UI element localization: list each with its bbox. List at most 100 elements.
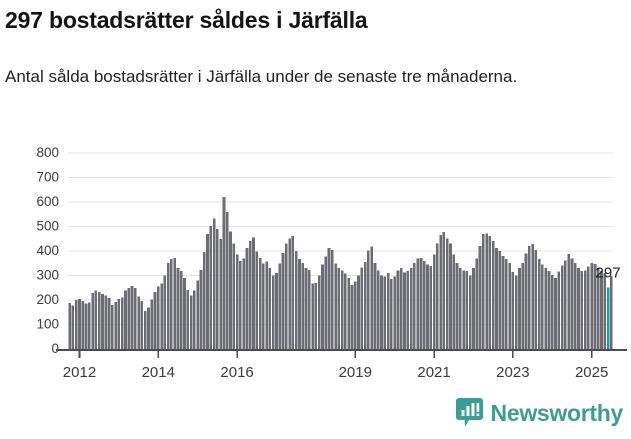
newsworthy-logo[interactable]: Newsworthy [455, 398, 623, 428]
bar[interactable] [111, 304, 114, 349]
bar[interactable] [288, 238, 291, 349]
bar[interactable] [416, 258, 419, 349]
bar[interactable] [393, 276, 396, 349]
bar[interactable] [573, 262, 577, 349]
bar[interactable] [314, 282, 318, 349]
bar[interactable] [68, 302, 71, 349]
bar[interactable] [304, 268, 308, 349]
bar[interactable] [156, 286, 160, 349]
bar[interactable] [432, 254, 436, 349]
bar[interactable] [452, 254, 456, 349]
bar[interactable] [173, 257, 177, 349]
bar[interactable] [587, 266, 590, 349]
bar[interactable] [324, 256, 328, 349]
bar[interactable] [445, 238, 449, 349]
bar[interactable] [593, 264, 597, 349]
bar[interactable] [422, 260, 426, 349]
bar[interactable] [488, 235, 492, 349]
bar[interactable] [262, 263, 265, 349]
bar[interactable] [78, 298, 81, 349]
bar[interactable] [373, 262, 377, 349]
bar[interactable] [199, 270, 203, 349]
bar[interactable] [170, 258, 173, 349]
bar[interactable] [370, 246, 374, 349]
bar[interactable] [229, 231, 232, 349]
bar[interactable] [442, 231, 446, 349]
bar[interactable] [166, 262, 170, 349]
bar[interactable] [88, 302, 91, 349]
bar[interactable] [570, 258, 574, 349]
bar[interactable] [531, 244, 534, 349]
bar[interactable] [399, 268, 403, 349]
bar[interactable] [439, 234, 442, 349]
bar[interactable] [534, 249, 538, 349]
bar[interactable] [81, 300, 85, 349]
bar[interactable] [491, 241, 495, 349]
bar[interactable] [386, 273, 390, 349]
bar[interactable] [176, 268, 180, 349]
bar[interactable] [527, 246, 531, 349]
bar[interactable] [475, 258, 479, 349]
bar[interactable] [258, 257, 262, 349]
bar[interactable] [403, 272, 406, 349]
bar[interactable] [133, 288, 137, 349]
bar[interactable] [235, 254, 239, 349]
bar[interactable] [518, 268, 521, 349]
bar[interactable] [94, 290, 98, 349]
bar[interactable] [232, 243, 236, 349]
bar[interactable] [363, 261, 367, 349]
bar[interactable] [413, 262, 416, 349]
bar[interactable] [179, 271, 183, 349]
bar[interactable] [71, 305, 75, 349]
bar[interactable] [577, 268, 580, 349]
bar[interactable] [225, 211, 229, 349]
bar[interactable] [308, 270, 311, 349]
bar[interactable] [360, 267, 364, 349]
bar[interactable] [478, 246, 482, 349]
bar[interactable] [101, 294, 104, 349]
bar[interactable] [590, 262, 593, 349]
bar[interactable] [321, 264, 324, 349]
bar[interactable] [367, 250, 370, 349]
bar[interactable] [347, 277, 351, 349]
bar[interactable] [114, 301, 117, 349]
bar[interactable] [596, 268, 600, 349]
bar[interactable] [340, 270, 344, 349]
bar[interactable] [396, 270, 400, 349]
bar[interactable] [271, 275, 275, 350]
bar[interactable] [583, 270, 587, 349]
bar[interactable] [547, 271, 551, 349]
bar[interactable] [252, 237, 255, 349]
bar[interactable] [419, 257, 423, 349]
bar[interactable] [245, 248, 249, 349]
bar[interactable] [383, 276, 387, 349]
bar[interactable] [137, 296, 140, 349]
bar[interactable] [219, 238, 222, 349]
bar[interactable] [567, 253, 570, 349]
bar[interactable] [350, 284, 354, 349]
bar[interactable] [91, 293, 94, 349]
bar[interactable] [436, 243, 439, 349]
bar[interactable] [390, 279, 393, 349]
bar[interactable] [193, 290, 196, 349]
bar[interactable] [334, 263, 337, 349]
bar[interactable] [468, 275, 472, 350]
bar[interactable] [248, 241, 252, 349]
bar[interactable] [409, 268, 413, 349]
bar[interactable] [140, 300, 144, 349]
bar[interactable] [294, 251, 298, 349]
bar[interactable] [462, 270, 465, 349]
bar[interactable] [541, 264, 544, 349]
bar[interactable] [275, 273, 278, 349]
bar[interactable] [117, 298, 121, 349]
bar[interactable] [564, 260, 567, 349]
bar[interactable] [449, 243, 452, 349]
bar[interactable] [485, 233, 488, 349]
bar[interactable] [216, 228, 219, 349]
bar[interactable] [183, 277, 186, 349]
bar[interactable] [301, 262, 305, 349]
bar[interactable] [143, 311, 147, 349]
bar[interactable] [84, 303, 88, 349]
bar[interactable] [311, 283, 314, 349]
bar[interactable] [455, 262, 459, 349]
